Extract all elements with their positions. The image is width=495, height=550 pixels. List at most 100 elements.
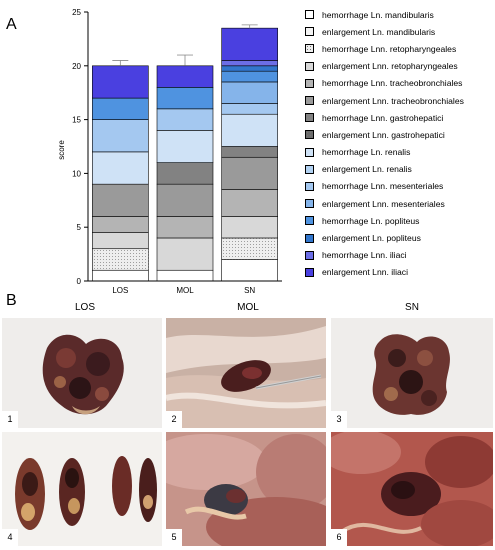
bar-segment	[221, 27, 278, 61]
legend-label: enlargement Lnn. gastrohepatici	[322, 129, 445, 140]
bar-segment	[156, 216, 214, 239]
bar-segment	[221, 113, 278, 147]
photo-number-6: 6	[331, 529, 347, 546]
legend-label: enlargement Lnn. retopharyngeales	[322, 61, 458, 72]
legend-item: enlargement Ln. renalis	[305, 161, 495, 178]
bar-segment	[92, 119, 149, 153]
legend-label: hemorrhage Lnn. gastrohepatici	[322, 112, 444, 123]
legend-swatch	[305, 44, 314, 54]
legend-swatch	[305, 233, 314, 243]
panel-label-b: B	[6, 292, 17, 309]
legend-item: hemorrhage Lnn. mesenteriales	[305, 178, 495, 195]
bar-segment	[221, 60, 278, 67]
bar-segment	[221, 189, 278, 217]
legend-item: enlargement Lnn. retopharyngeales	[305, 58, 495, 75]
bar-segment	[221, 81, 278, 104]
y-tick-label: 10	[72, 169, 81, 178]
photo-panel-2: 2	[166, 318, 326, 428]
legend-item: hemorrhage Lnn. iliaci	[305, 247, 495, 264]
bar-segment	[156, 130, 214, 163]
legend-item: enlargement Lnn. tracheobronchiales	[305, 92, 495, 109]
photo-panel-5: 5	[166, 432, 326, 546]
legend-swatch	[305, 113, 314, 123]
legend-swatch	[305, 78, 314, 88]
photo-panel-1: 1	[2, 318, 162, 428]
legend-swatch	[305, 10, 314, 20]
legend-label: enlargement Ln. renalis	[322, 164, 412, 175]
legend-item: hemorrhage Ln. popliteus	[305, 212, 495, 229]
legend-label: enlargement Lnn. iliaci	[322, 267, 408, 278]
legend-label: enlargement Ln. mandibularis	[322, 26, 436, 37]
legend-item: enlargement Lnn. iliaci	[305, 264, 495, 281]
panel-label-a: A	[6, 16, 17, 33]
bar-segment	[92, 65, 149, 99]
y-tick-label: 25	[72, 8, 81, 17]
legend-swatch	[305, 96, 314, 106]
photo-number-4: 4	[2, 529, 18, 546]
legend-swatch	[305, 199, 314, 209]
bar-segment	[156, 87, 214, 110]
legend-item: hemorrhage Lnn. tracheobronchiales	[305, 75, 495, 92]
lymph-node-illustration	[331, 318, 493, 428]
bar-segment	[221, 259, 278, 282]
legend-item: enlargement Ln. mandibularis	[305, 23, 495, 40]
photo-panel-6: 6	[331, 432, 493, 546]
chart-legend: hemorrhage Ln. mandibularis enlargement L…	[305, 6, 495, 281]
column-label-sn: SN	[405, 302, 419, 313]
bar-segment	[221, 103, 278, 115]
y-tick-label: 0	[77, 277, 82, 286]
legend-swatch	[305, 250, 314, 260]
y-tick-label: 5	[77, 223, 82, 232]
y-axis-label: score	[57, 140, 66, 160]
bar-segment	[156, 183, 214, 217]
legend-swatch	[305, 181, 314, 191]
photo-number-1: 1	[2, 411, 18, 428]
legend-swatch	[305, 216, 314, 226]
legend-label: hemorrhage Ln. mandibularis	[322, 9, 434, 20]
photo-panel-4: 4	[2, 432, 162, 546]
bar-segment	[156, 108, 214, 131]
lymph-node-illustration	[2, 318, 162, 428]
legend-item: hemorrhage Lnn. retopharyngeales	[305, 40, 495, 57]
legend-item: enlargement Ln. popliteus	[305, 229, 495, 246]
bar-segment	[156, 269, 214, 282]
in-situ-hemorrhage-illustration	[331, 432, 493, 546]
y-tick-label: 20	[72, 62, 81, 71]
bar-segment-pattern	[92, 248, 149, 271]
column-label-los: LOS	[74, 302, 95, 313]
x-tick-label: SN	[244, 286, 255, 295]
bar-segment	[156, 162, 214, 185]
bar-segment	[221, 216, 278, 239]
legend-label: hemorrhage Lnn. tracheobronchiales	[322, 78, 463, 89]
bar-segment	[92, 183, 149, 217]
bar-segment	[156, 237, 214, 271]
bar-segment	[221, 70, 278, 83]
legend-item: enlargement Lnn. gastrohepatici	[305, 126, 495, 143]
legend-item: enlargement Lnn. mesenteriales	[305, 195, 495, 212]
bar-segment	[156, 65, 214, 88]
bar-segment	[92, 97, 149, 120]
bar-segment-pattern	[221, 237, 278, 260]
sectioned-lymph-nodes-illustration	[2, 432, 162, 546]
legend-swatch	[305, 267, 314, 277]
bar-segment	[221, 146, 278, 158]
legend-swatch	[305, 164, 314, 174]
legend-item: hemorrhage Lnn. gastrohepatici	[305, 109, 495, 126]
legend-label: hemorrhage Lnn. iliaci	[322, 250, 407, 261]
legend-item: hemorrhage Ln. renalis	[305, 144, 495, 161]
legend-label: hemorrhage Lnn. mesenteriales	[322, 181, 444, 192]
photo-number-5: 5	[166, 529, 182, 546]
stacked-bar-chart: LOS MOL SN 0 5 10 15 20 25 score	[57, 8, 282, 295]
legend-label: enlargement Lnn. mesenteriales	[322, 198, 445, 209]
bar-segment	[92, 232, 149, 250]
legend-label: enlargement Ln. popliteus	[322, 233, 421, 244]
legend-swatch	[305, 61, 314, 71]
bar-segment	[221, 65, 278, 72]
legend-item: hemorrhage Ln. mandibularis	[305, 6, 495, 23]
y-tick-label: 15	[72, 116, 81, 125]
legend-label: hemorrhage Lnn. retopharyngeales	[322, 43, 457, 54]
legend-swatch	[305, 27, 314, 37]
x-tick-label: MOL	[176, 286, 194, 295]
legend-label: hemorrhage Ln. renalis	[322, 147, 411, 158]
bar-segment	[92, 216, 149, 233]
